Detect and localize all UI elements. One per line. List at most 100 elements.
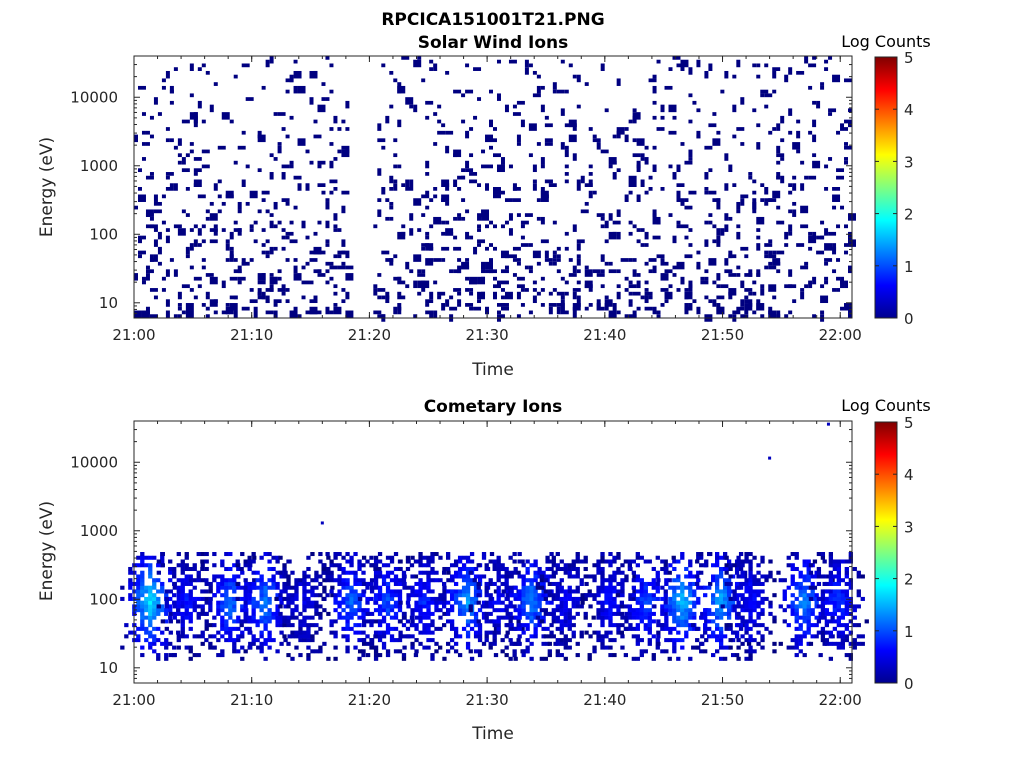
heatmap-cell — [718, 641, 724, 646]
heatmap-cell — [337, 563, 342, 568]
heatmap-cell — [314, 649, 319, 654]
heatmap-cell — [540, 157, 545, 165]
heatmap-cell — [624, 314, 629, 318]
heatmap-cell — [329, 63, 334, 68]
heatmap-cell — [572, 291, 577, 300]
heatmap-cell — [216, 630, 221, 635]
heatmap-cell — [655, 645, 660, 650]
heatmap-cell — [575, 604, 580, 609]
heatmap-cell — [228, 638, 233, 643]
heatmap-cell — [572, 224, 577, 232]
heatmap-cell — [302, 570, 307, 575]
heatmap-cell — [161, 78, 166, 83]
heatmap-cell — [184, 574, 189, 579]
heatmap-cell — [692, 611, 697, 616]
heatmap-cell — [652, 209, 657, 217]
heatmap-cell — [220, 626, 225, 631]
heatmap-cell — [398, 634, 403, 639]
heatmap-cell — [418, 578, 423, 583]
heatmap-cell — [828, 581, 834, 586]
heatmap-cell — [496, 626, 501, 631]
heatmap-cell — [330, 585, 335, 590]
heatmap-cell — [600, 600, 605, 605]
heatmap-cell — [612, 570, 617, 575]
heatmap-cell — [836, 645, 841, 650]
heatmap-cell — [643, 581, 648, 586]
heatmap-cell — [810, 589, 815, 594]
heatmap-cell — [337, 615, 342, 620]
heatmap-cell — [149, 115, 154, 120]
heatmap-cell — [768, 250, 773, 259]
heatmap-cell — [587, 656, 592, 661]
heatmap-cell — [409, 563, 415, 568]
heatmap-cell — [426, 578, 431, 583]
figure-title: RPCICA151001T21.PNG — [381, 10, 604, 30]
heatmap-cell — [704, 619, 709, 624]
heatmap-cell — [512, 552, 517, 557]
heatmap-cell — [322, 578, 327, 583]
heatmap-cell — [496, 555, 501, 560]
heatmap-cell — [136, 555, 141, 560]
heatmap-cell — [385, 593, 391, 598]
heatmap-cell — [373, 574, 379, 579]
heatmap-cell — [551, 619, 556, 624]
heatmap-cell — [209, 276, 218, 285]
heatmap-cell — [756, 563, 761, 568]
heatmap-cell — [722, 611, 728, 616]
heatmap-cell — [708, 63, 713, 71]
heatmap-cell — [381, 645, 387, 650]
heatmap-cell — [165, 175, 170, 180]
heatmap-cell — [302, 615, 307, 620]
heatmap-cell — [469, 172, 478, 176]
heatmap-cell — [184, 566, 189, 572]
heatmap-cell — [489, 89, 493, 94]
heatmap-cell — [560, 303, 565, 311]
heatmap-cell — [449, 626, 455, 631]
heatmap-cell — [616, 127, 625, 135]
heatmap-cell — [302, 623, 307, 628]
heatmap-cell — [549, 552, 554, 557]
heatmap-cell — [233, 269, 242, 274]
heatmap-cell — [469, 566, 475, 572]
heatmap-cell — [418, 589, 423, 594]
heatmap-cell — [533, 589, 538, 594]
heatmap-cell — [345, 649, 350, 654]
heatmap-cell — [385, 649, 391, 654]
heatmap-cell — [220, 634, 225, 639]
heatmap-cell — [492, 638, 497, 643]
heatmap-cell — [740, 314, 749, 318]
heatmap-cell — [165, 235, 170, 244]
heatmap-cell — [718, 574, 724, 579]
heatmap-cell — [128, 578, 133, 583]
heatmap-cell — [201, 258, 206, 262]
heatmap-cell — [279, 589, 284, 594]
heatmap-cell — [680, 596, 685, 601]
colorbar-tick-label: 4 — [904, 101, 914, 119]
heatmap-cell — [535, 581, 540, 586]
heatmap-cell — [302, 608, 307, 613]
heatmap-cell — [547, 593, 552, 598]
heatmap-cell — [393, 649, 399, 654]
heatmap-cell — [473, 623, 479, 628]
heatmap-cell — [551, 593, 556, 598]
heatmap-cell — [425, 235, 430, 240]
heatmap-cell — [317, 164, 322, 169]
heatmap-cell — [768, 611, 773, 616]
heatmap-cell — [520, 559, 525, 564]
heatmap-cell — [635, 596, 640, 601]
heatmap-cell — [337, 581, 342, 586]
heatmap-cell — [571, 634, 576, 639]
heatmap-cell — [703, 593, 708, 598]
heatmap-cell — [782, 596, 787, 601]
heatmap-cell — [168, 596, 173, 601]
heatmap-cell — [722, 656, 728, 661]
heatmap-cell — [317, 250, 322, 255]
heatmap-cell — [836, 600, 841, 605]
heatmap-cell — [345, 310, 354, 318]
heatmap-cell — [425, 231, 430, 236]
heatmap-cell — [453, 570, 459, 575]
heatmap-cell — [240, 552, 245, 557]
heatmap-cell — [529, 585, 534, 590]
heatmap-cell — [752, 555, 757, 560]
heatmap-cell — [619, 604, 625, 609]
